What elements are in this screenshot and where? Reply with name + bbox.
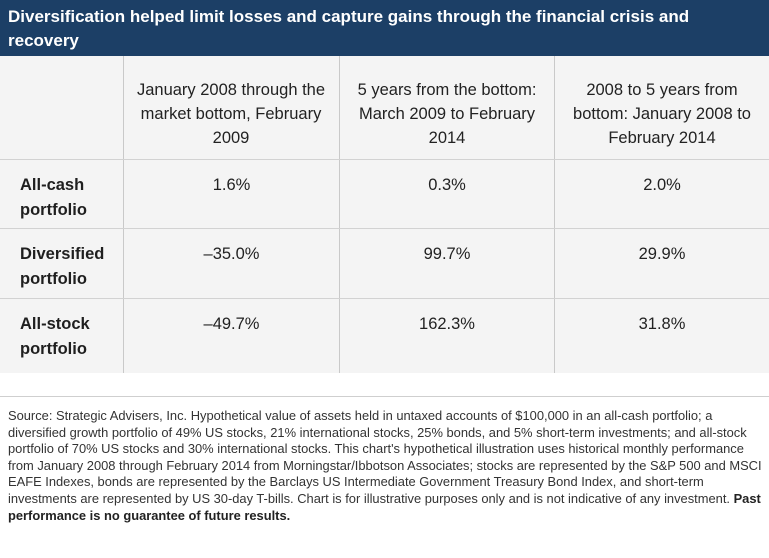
cell-all-stock-recovery: 162.3%	[419, 315, 475, 333]
column-divider	[554, 56, 555, 373]
figure-title: Diversification helped limit losses and …	[0, 0, 769, 56]
cell-all-stock-crisis: –49.7%	[203, 315, 260, 333]
row-label-all-stock: All-stock portfolio	[20, 315, 90, 358]
column-divider	[123, 56, 124, 373]
column-header-recovery: 5 years from the bottom: March 2009 to F…	[357, 81, 537, 147]
source-note: Source: Strategic Advisers, Inc. Hypothe…	[8, 408, 762, 506]
row-divider	[0, 298, 769, 299]
row-divider	[0, 159, 769, 160]
row-divider	[0, 228, 769, 229]
source-footnote: Source: Strategic Advisers, Inc. Hypothe…	[8, 408, 763, 524]
cell-all-cash-crisis: 1.6%	[212, 176, 251, 194]
cell-diversified-recovery: 99.7%	[423, 245, 471, 263]
row-label-all-cash: All-cash portfolio	[20, 176, 87, 219]
cell-all-stock-full-period: 31.8%	[638, 315, 686, 333]
cell-diversified-full-period: 29.9%	[638, 245, 686, 263]
section-divider	[0, 396, 769, 397]
performance-disclaimer: Past performance is no guarantee of futu…	[8, 490, 761, 523]
cell-all-cash-recovery: 0.3%	[428, 176, 466, 194]
column-divider	[339, 56, 340, 373]
cell-all-cash-full-period: 2.0%	[643, 176, 681, 194]
column-header-full-period: 2008 to 5 years from bottom: January 200…	[573, 81, 751, 147]
row-label-diversified: Diversified portfolio	[20, 245, 105, 288]
column-header-crisis: January 2008 through the market bottom, …	[136, 81, 326, 147]
cell-diversified-crisis: –35.0%	[203, 245, 260, 263]
returns-table: January 2008 through the market bottom, …	[0, 56, 769, 373]
